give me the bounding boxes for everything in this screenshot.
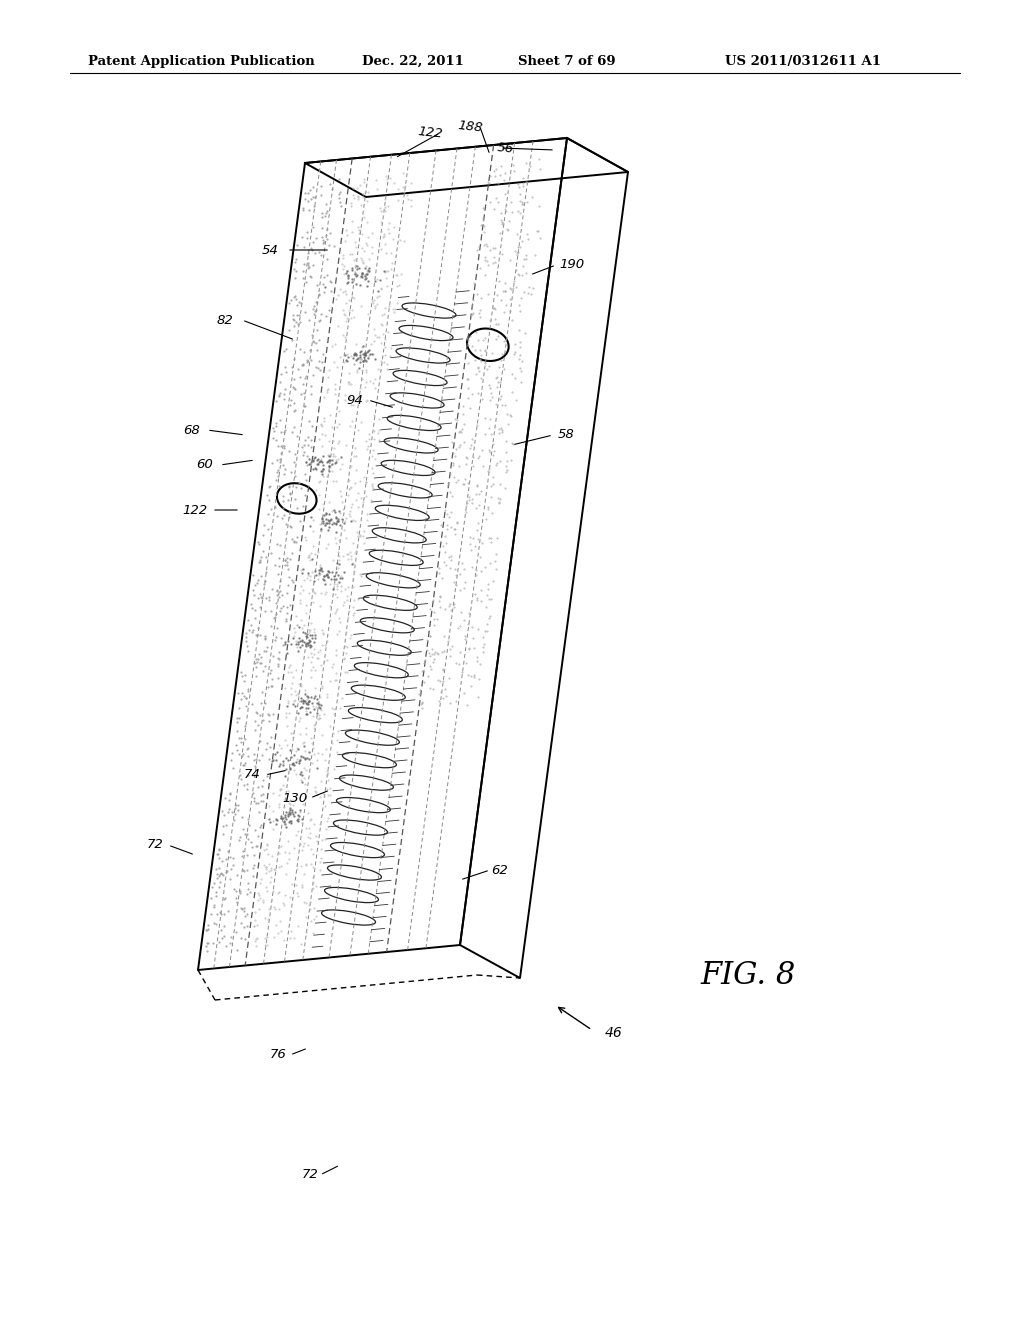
Text: Sheet 7 of 69: Sheet 7 of 69: [518, 55, 615, 69]
Text: FIG. 8: FIG. 8: [700, 960, 796, 990]
Text: 122: 122: [417, 125, 443, 141]
Text: 190: 190: [559, 259, 585, 272]
Text: 60: 60: [197, 458, 213, 471]
Text: Dec. 22, 2011: Dec. 22, 2011: [362, 55, 464, 69]
Text: Patent Application Publication: Patent Application Publication: [88, 55, 314, 69]
Text: 188: 188: [457, 119, 483, 135]
Text: 76: 76: [269, 1048, 287, 1061]
Text: 46: 46: [605, 1026, 623, 1040]
Text: 122: 122: [182, 503, 208, 516]
Text: 54: 54: [261, 243, 279, 256]
Text: 58: 58: [558, 429, 574, 441]
Text: 72: 72: [302, 1168, 318, 1181]
Text: 56: 56: [496, 141, 514, 156]
Text: US 2011/0312611 A1: US 2011/0312611 A1: [725, 55, 881, 69]
Text: 72: 72: [146, 838, 164, 851]
Text: 68: 68: [183, 424, 201, 437]
Text: 94: 94: [347, 393, 364, 407]
Text: 74: 74: [244, 768, 260, 781]
Text: 130: 130: [283, 792, 307, 804]
Text: 82: 82: [217, 314, 233, 326]
Text: 62: 62: [492, 863, 508, 876]
